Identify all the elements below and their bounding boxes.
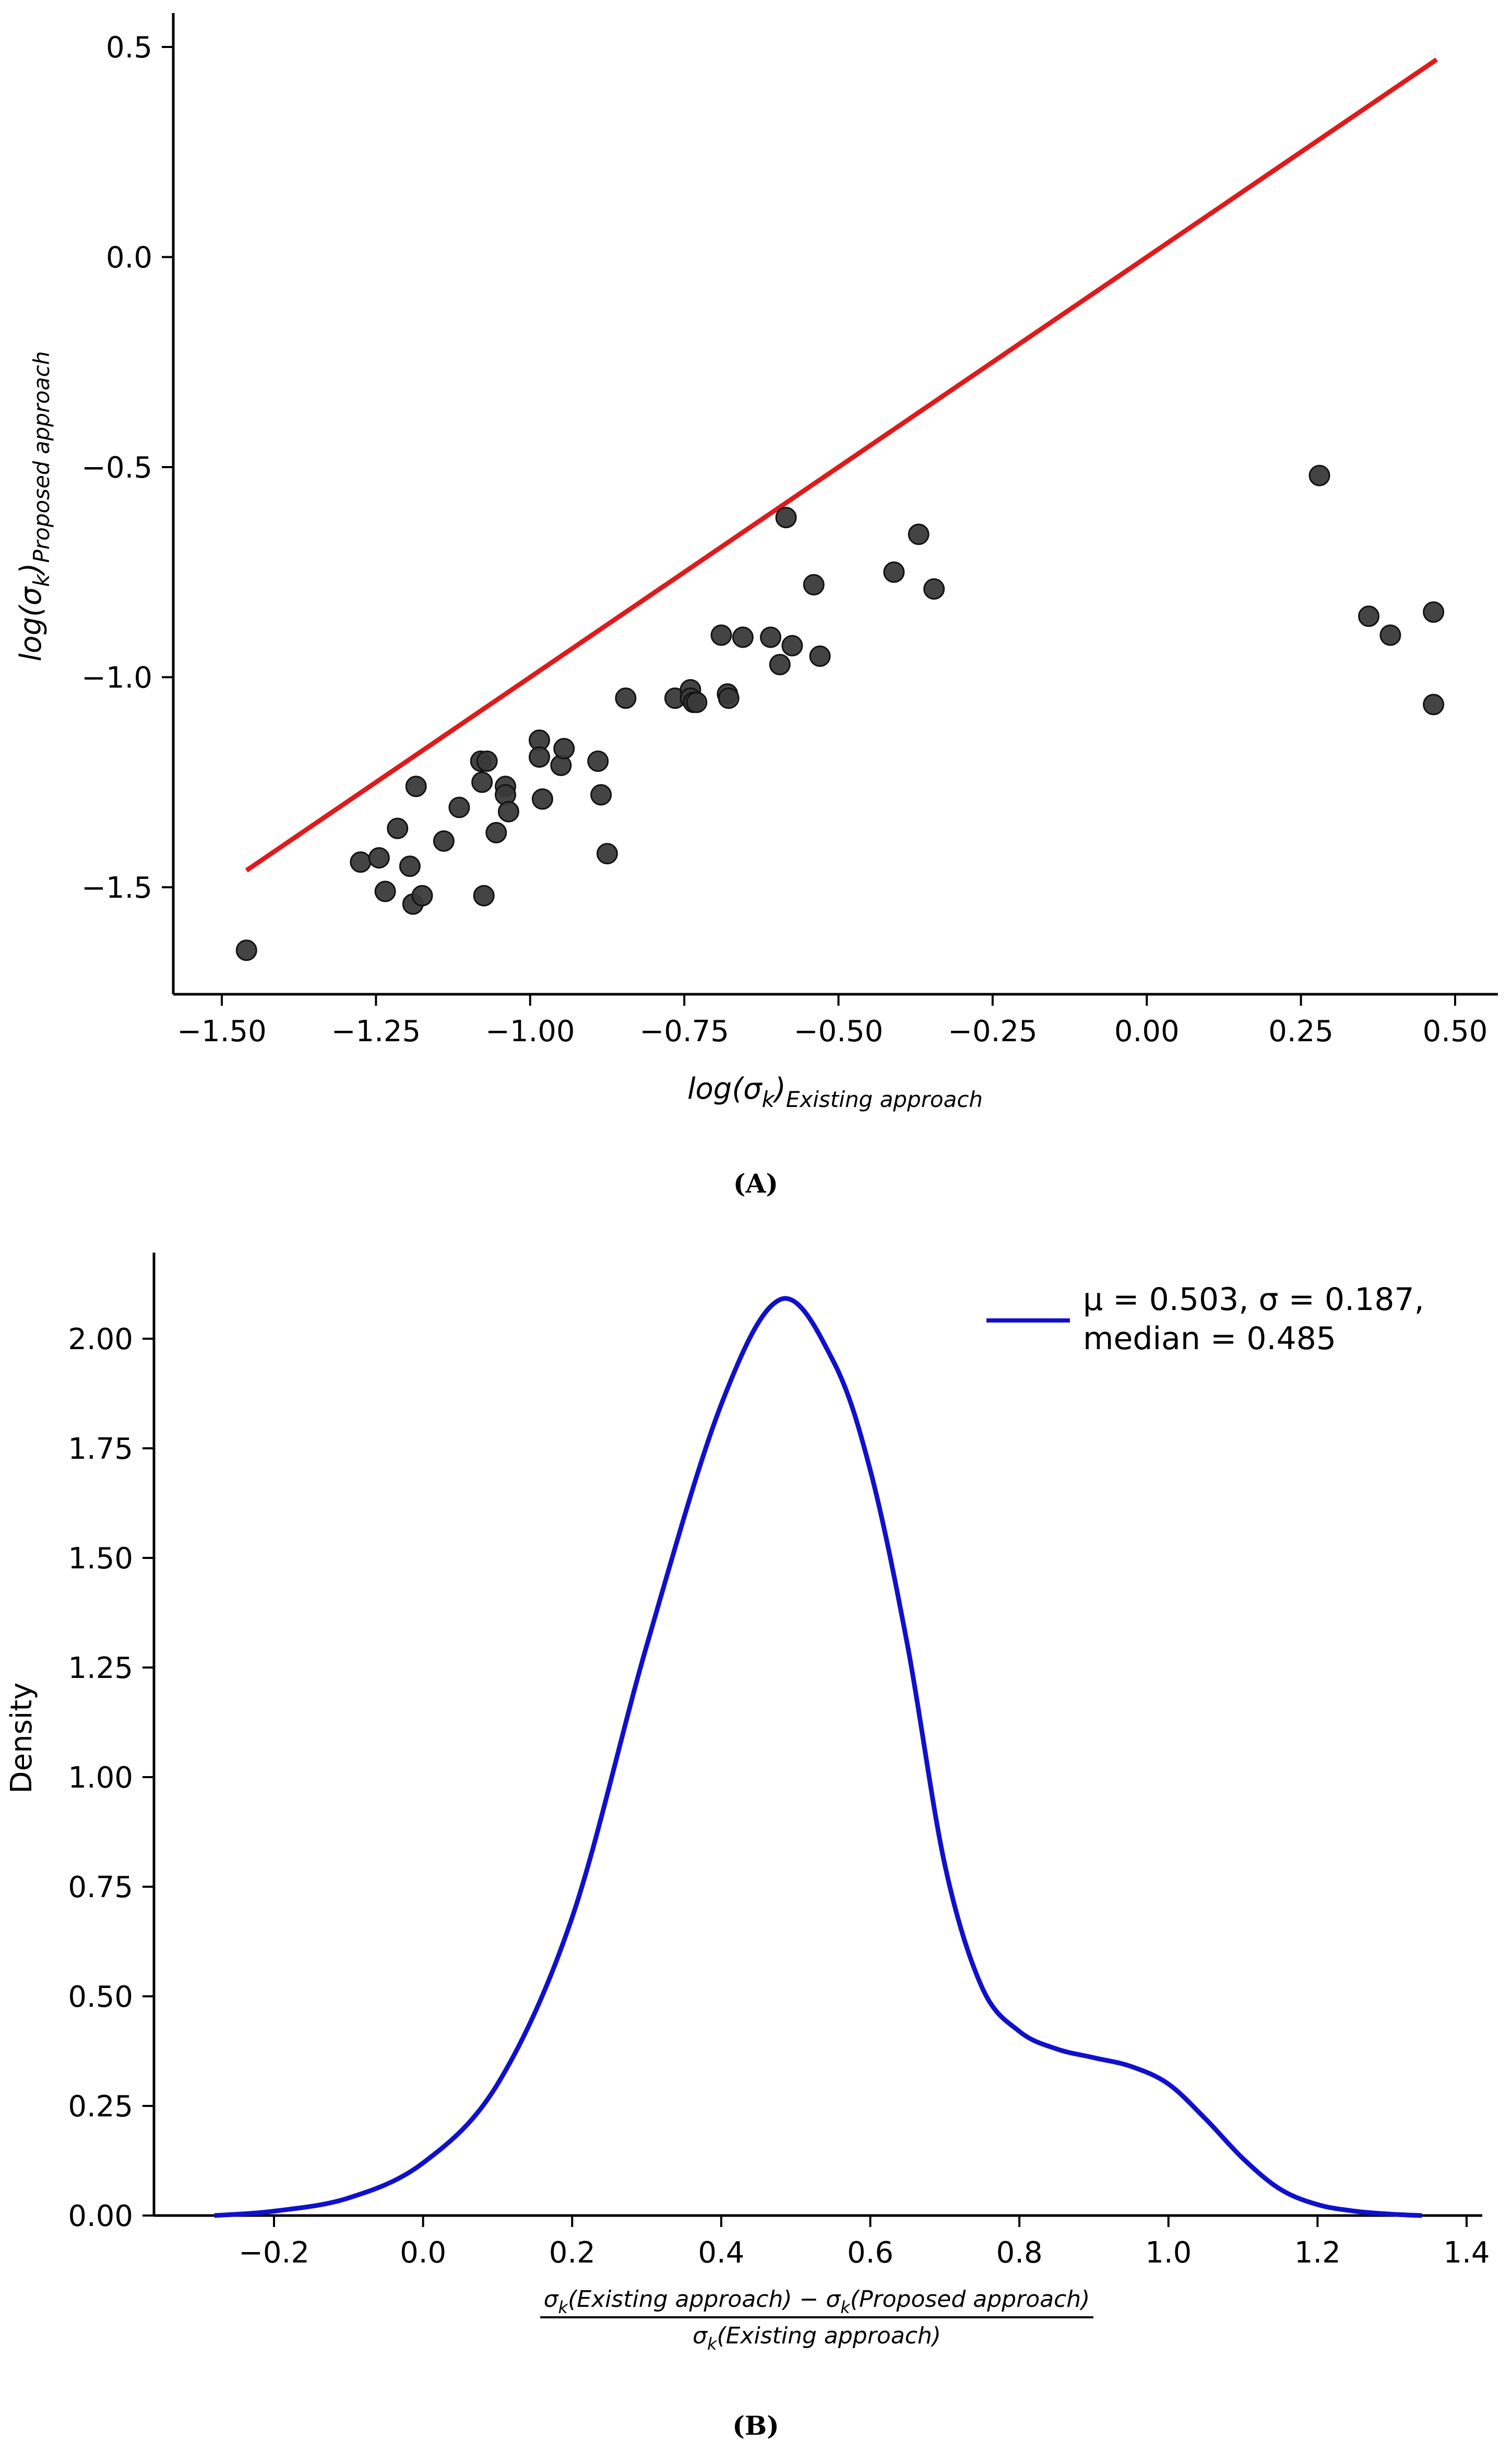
x-tick-label: 0.4 [698,2236,744,2270]
x-tick-label: −0.75 [639,1015,729,1049]
scatter-point [473,885,495,907]
x-tick-label: 0.6 [847,2236,894,2270]
scatter-point [587,751,609,772]
scatter-point [368,847,390,869]
panel-a-scatter-chart: −1.50 −1.25 −1.00 −0.75 −0.50 −0.25 0.00 0.25 0.… [14,13,1498,1199]
x-tick-label: −0.25 [948,1015,1038,1049]
panel-b-caption: (B) [732,2410,779,2441]
panel-b-y-axis-label: Density [5,1683,39,1794]
panel-b-x-axis-label: σk(Existing approach) − σk(Proposed appr… [540,2286,1093,2354]
x-tick-label: 0.0 [400,2236,446,2270]
scatter-point [809,645,831,667]
x-tick-label: 1.4 [1443,2236,1490,2270]
scatter-point [781,635,803,657]
y-tick-label: 1.25 [68,1651,133,1685]
scatter-point [1358,605,1380,627]
x-tick-label: −1.25 [331,1015,421,1049]
scatter-point [803,574,825,596]
y-tick-label: 1.75 [68,1432,133,1466]
y-tick-label: 0.75 [68,1871,133,1904]
panel-b-curve-group [214,1296,1422,2218]
scatter-point [908,523,930,545]
panel-a-points [235,465,1445,961]
scatter-point [471,771,493,793]
scatter-point [769,653,791,675]
panel-b-density-chart: −0.2 0.0 0.2 0.4 0.6 0.8 1.0 1.2 1.4 0.00 0.25 0.5… [5,1253,1490,2441]
scatter-point [1423,694,1445,716]
scatter-point [553,737,575,759]
scatter-point [350,851,372,873]
scatter-point [411,885,433,907]
x-tick-label: 0.2 [549,2236,596,2270]
panel-b-x-label-denominator: σk(Existing approach) [693,2323,941,2354]
x-tick-label: 0.25 [1268,1015,1334,1049]
scatter-point [760,626,782,648]
legend-text-line1: μ = 0.503, σ = 0.187, [1083,1281,1424,1318]
scatter-point [718,687,740,709]
panel-b-legend: μ = 0.503, σ = 0.187, median = 0.485 [986,1281,1424,1357]
y-tick-label: −1.5 [81,871,152,905]
scatter-point [883,561,905,583]
y-tick-label: −1.0 [81,661,152,695]
scatter-point [923,578,945,600]
scatter-point [374,880,396,902]
x-tick-label: −1.00 [485,1015,575,1049]
density-curve [214,1296,1422,2218]
legend-text-line2: median = 0.485 [1083,1320,1336,1357]
scatter-point [732,626,754,648]
y-tick-label: 0.50 [68,1980,133,2014]
scatter-point [531,788,553,810]
scatter-point [686,692,708,713]
x-tick-label: 0.00 [1114,1015,1180,1049]
scatter-point [476,751,498,772]
y-tick-label: −0.5 [81,451,152,485]
panel-a-reference-line-group [245,57,1438,873]
x-tick-label: 1.2 [1294,2236,1341,2270]
x-tick-label: −0.50 [794,1015,884,1049]
scatter-point [448,796,470,818]
y-tick-label: 0.0 [106,241,152,275]
scatter-point [433,830,455,852]
y-tick-label: 1.50 [68,1542,133,1576]
y-tick-label: 2.00 [68,1323,133,1356]
scatter-point [596,843,618,865]
scatter-point [405,776,427,797]
panel-a-caption: (A) [733,1168,778,1199]
scatter-point [615,687,637,709]
scatter-point [1423,601,1445,623]
panel-a-x-ticks: −1.50 −1.25 −1.00 −0.75 −0.50 −0.25 0.00 0.25 0.… [177,994,1487,1049]
scatter-point [1379,624,1401,646]
scatter-point [590,784,612,806]
panel-a-y-axis-label: log(σk)Proposed approach [14,351,54,662]
scatter-point [485,821,507,843]
x-tick-label: 0.50 [1423,1015,1488,1049]
scatter-point [235,939,257,961]
panel-a-y-ticks: 0.5 0.0 −0.5 −1.0 −1.5 [81,31,173,905]
x-tick-label: 1.0 [1145,2236,1192,2270]
scatter-point [710,624,732,646]
panel-b-axes [152,1253,1482,2217]
scatter-point [1308,465,1330,486]
y-tick-label: 0.5 [106,31,152,65]
scatter-point [497,801,519,823]
x-tick-label: −1.50 [177,1015,267,1049]
panel-b-y-ticks: 0.00 0.25 0.50 0.75 1.00 1.25 1.50 1.75 2.00 [68,1323,154,2233]
y-tick-label: 0.25 [68,2090,133,2124]
panel-b-x-label-numerator: σk(Existing approach) − σk(Proposed appr… [544,2286,1090,2317]
y-tick-label: 0.00 [68,2199,133,2233]
x-tick-label: 0.8 [996,2236,1043,2270]
x-tick-label: −0.2 [239,2236,309,2270]
scatter-point [387,817,409,839]
reference-line [245,57,1438,873]
scatter-point [528,746,550,768]
panel-a-x-axis-label: log(σk)Existing approach [687,1072,983,1112]
panel-b-x-ticks: −0.2 0.0 0.2 0.4 0.6 0.8 1.0 1.2 1.4 [239,2216,1490,2270]
scatter-point [399,855,421,877]
y-tick-label: 1.00 [68,1761,133,1795]
panel-a-axes [172,13,1498,996]
scatter-point [775,507,797,529]
